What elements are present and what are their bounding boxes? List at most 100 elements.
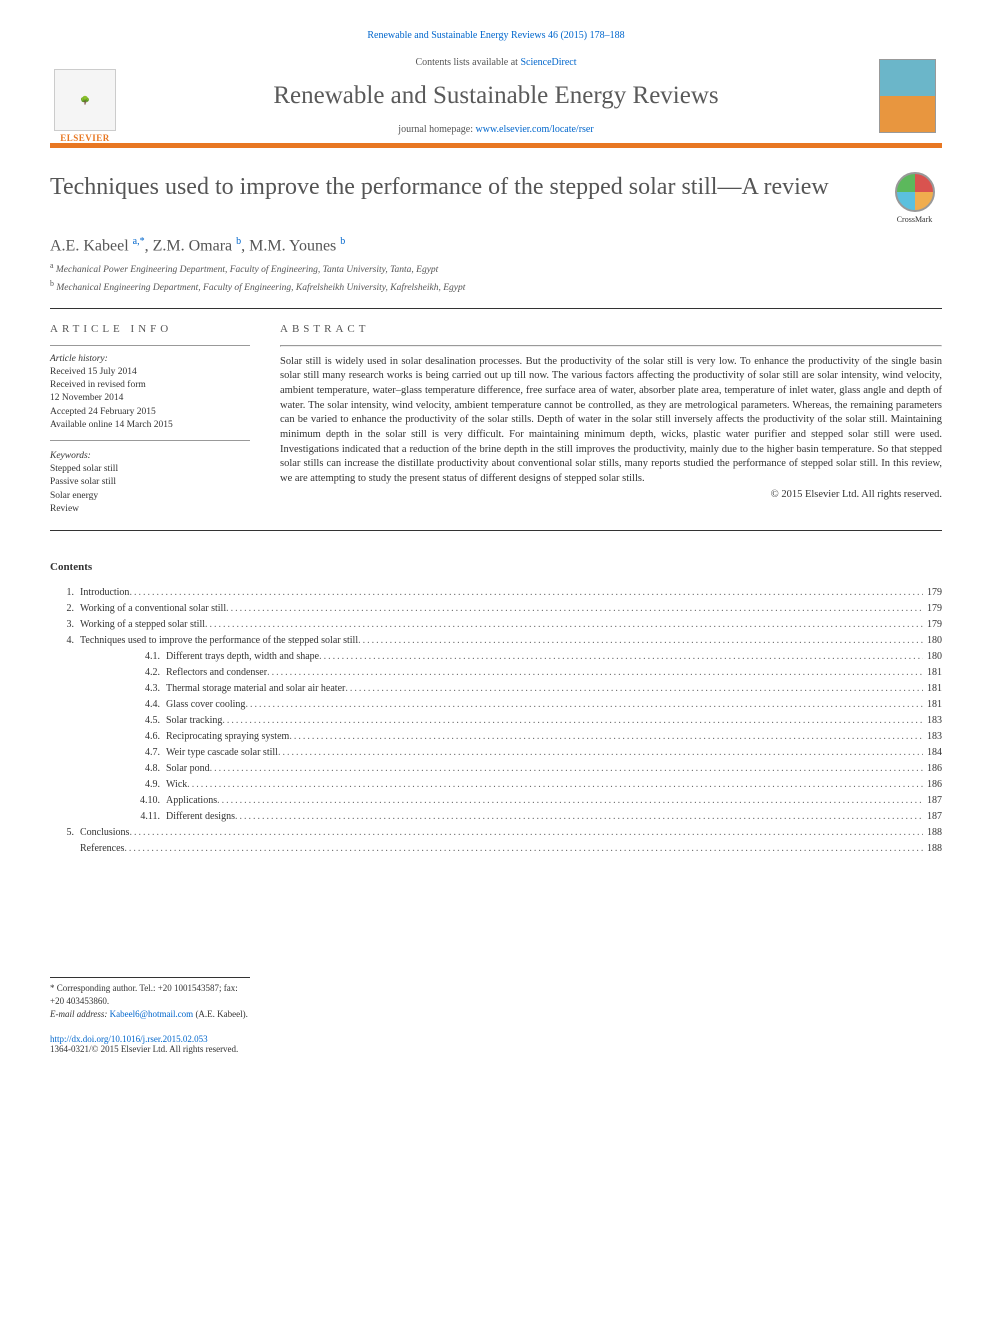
- doi-link[interactable]: http://dx.doi.org/10.1016/j.rser.2015.02…: [50, 1034, 942, 1044]
- toc-entry: References 188: [50, 841, 942, 857]
- toc-entry: 4.1.Different trays depth, width and sha…: [50, 649, 942, 665]
- toc-page: 188: [923, 841, 942, 857]
- email-line: E-mail address: Kabeel6@hotmail.com (A.E…: [50, 1008, 250, 1021]
- toc-page: 180: [923, 649, 942, 665]
- abstract: abstract Solar still is widely used in s…: [280, 323, 942, 517]
- abstract-label: abstract: [280, 323, 942, 335]
- issn-copyright: 1364-0321/© 2015 Elsevier Ltd. All right…: [50, 1044, 942, 1054]
- abstract-copyright: © 2015 Elsevier Ltd. All rights reserved…: [280, 489, 942, 500]
- toc-title: Solar pond: [166, 761, 210, 777]
- toc-title: Techniques used to improve the performan…: [80, 633, 358, 649]
- toc-title: Reflectors and condenser: [166, 665, 267, 681]
- toc-leader-dots: [319, 649, 923, 665]
- toc-title: Different designs: [166, 809, 235, 825]
- toc-page: 179: [923, 617, 942, 633]
- toc-page: 187: [923, 793, 942, 809]
- toc-leader-dots: [235, 809, 923, 825]
- journal-name: Renewable and Sustainable Energy Reviews: [120, 82, 872, 110]
- history-item: Available online 14 March 2015: [50, 419, 250, 432]
- toc-title: Thermal storage material and solar air h…: [166, 681, 345, 697]
- toc-leader-dots: [217, 793, 923, 809]
- elsevier-text: ELSEVIER: [60, 133, 110, 143]
- article-info-label: article info: [50, 323, 250, 335]
- keyword: Review: [50, 503, 250, 516]
- toc-entry: 4.11.Different designs 187: [50, 809, 942, 825]
- toc-title: Solar tracking: [166, 713, 222, 729]
- toc-page: 183: [923, 729, 942, 745]
- toc-leader-dots: [358, 633, 923, 649]
- keywords-label: Keywords:: [50, 451, 250, 461]
- toc-number: 1.: [50, 585, 80, 601]
- email-link[interactable]: Kabeel6@hotmail.com: [110, 1009, 194, 1019]
- toc-entry: 1.Introduction 179: [50, 585, 942, 601]
- toc-title: References: [80, 841, 124, 857]
- toc-leader-dots: [267, 665, 923, 681]
- toc-number: 4.: [50, 633, 80, 649]
- footnotes: * Corresponding author. Tel.: +20 100154…: [50, 977, 250, 1020]
- toc-title: Reciprocating spraying system: [166, 729, 289, 745]
- toc-page: 179: [923, 585, 942, 601]
- masthead: 🌳 ELSEVIER Contents lists available at S…: [50, 49, 942, 148]
- toc-leader-dots: [129, 585, 923, 601]
- toc-page: 181: [923, 665, 942, 681]
- toc-number: 2.: [50, 601, 80, 617]
- toc-entry: 5.Conclusions 188: [50, 825, 942, 841]
- history-item: 12 November 2014: [50, 392, 250, 405]
- journal-homepage: journal homepage: www.elsevier.com/locat…: [120, 124, 872, 135]
- toc-title: Different trays depth, width and shape: [166, 649, 319, 665]
- toc-entry: 4.Techniques used to improve the perform…: [50, 633, 942, 649]
- toc-page: 180: [923, 633, 942, 649]
- toc-leader-dots: [205, 617, 923, 633]
- toc-entry: 4.10.Applications 187: [50, 793, 942, 809]
- toc-page: 187: [923, 809, 942, 825]
- crossmark-icon: [895, 172, 935, 212]
- toc-leader-dots: [210, 761, 923, 777]
- toc-page: 181: [923, 697, 942, 713]
- history-label: Article history:: [50, 354, 250, 364]
- homepage-link[interactable]: www.elsevier.com/locate/rser: [476, 124, 594, 135]
- toc-subnumber: 4.8.: [80, 761, 166, 777]
- toc-title: Introduction: [80, 585, 129, 601]
- toc-title: Working of a stepped solar still: [80, 617, 205, 633]
- toc-page: 186: [923, 777, 942, 793]
- toc-subnumber: 4.10.: [80, 793, 166, 809]
- elsevier-logo: 🌳 ELSEVIER: [50, 53, 120, 143]
- toc-page: 183: [923, 713, 942, 729]
- toc-number: 3.: [50, 617, 80, 633]
- toc-title: Wick: [166, 777, 187, 793]
- toc-page: 179: [923, 601, 942, 617]
- toc-entry: 4.8.Solar pond 186: [50, 761, 942, 777]
- toc-subnumber: 4.2.: [80, 665, 166, 681]
- affiliation-b: b Mechanical Engineering Department, Fac…: [50, 279, 942, 293]
- toc-entry: 3.Working of a stepped solar still 179: [50, 617, 942, 633]
- toc-subnumber: 4.6.: [80, 729, 166, 745]
- toc-subnumber: 4.3.: [80, 681, 166, 697]
- abstract-text: Solar still is widely used in solar desa…: [280, 355, 942, 487]
- toc-leader-dots: [187, 777, 923, 793]
- elsevier-tree-icon: 🌳: [54, 69, 116, 131]
- sciencedirect-link[interactable]: ScienceDirect: [520, 57, 576, 68]
- toc-subnumber: 4.4.: [80, 697, 166, 713]
- separator: [50, 308, 942, 309]
- keyword: Stepped solar still: [50, 463, 250, 476]
- toc-entry: 4.4.Glass cover cooling 181: [50, 697, 942, 713]
- history-item: Accepted 24 February 2015: [50, 406, 250, 419]
- toc-leader-dots: [129, 825, 923, 841]
- keyword: Passive solar still: [50, 476, 250, 489]
- toc-title: Conclusions: [80, 825, 129, 841]
- toc-number: 5.: [50, 825, 80, 841]
- toc-subnumber: 4.9.: [80, 777, 166, 793]
- toc-title: Weir type cascade solar still: [166, 745, 278, 761]
- toc-subnumber: 4.7.: [80, 745, 166, 761]
- crossmark-badge[interactable]: CrossMark: [887, 172, 942, 224]
- history-item: Received 15 July 2014: [50, 366, 250, 379]
- toc-leader-dots: [222, 713, 923, 729]
- toc-page: 184: [923, 745, 942, 761]
- toc-subnumber: 4.5.: [80, 713, 166, 729]
- toc-entry: 4.5.Solar tracking 183: [50, 713, 942, 729]
- toc-title: Working of a conventional solar still: [80, 601, 226, 617]
- toc-leader-dots: [278, 745, 923, 761]
- toc-title: Applications: [166, 793, 217, 809]
- contents-heading: Contents: [50, 561, 942, 573]
- article-info: article info Article history: Received 1…: [50, 323, 250, 517]
